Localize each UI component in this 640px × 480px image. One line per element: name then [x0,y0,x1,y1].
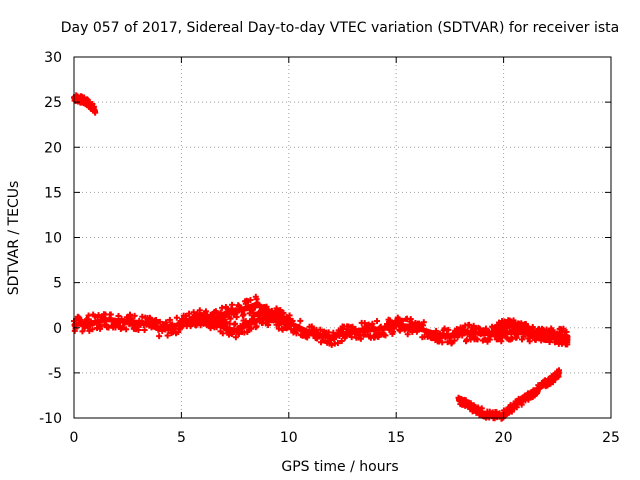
series-late-trace-b [489,317,571,347]
series-early-high-segment [71,92,99,116]
y-tick-label: 30 [44,50,62,66]
y-tick-label: 0 [53,321,62,337]
series-marks [71,92,571,422]
x-axis-label: GPS time / hours [281,459,398,475]
chart-title: Day 057 of 2017, Sidereal Day-to-day VTE… [61,20,619,36]
x-tick-label: 10 [280,430,298,446]
y-tick-label: 15 [44,185,62,201]
series-main-trace-a [71,293,571,348]
y-tick-label: -10 [39,411,62,427]
y-tick-label: -5 [48,366,62,382]
y-tick-label: 10 [44,231,62,247]
x-tick-label: 20 [495,430,513,446]
series-low-segment [455,367,562,422]
x-tick-label: 5 [177,430,186,446]
y-tick-label: 5 [53,276,62,292]
series-main-trace-b [189,309,292,341]
y-axis-label: SDTVAR / TECUs [6,181,22,296]
x-axis-ticks: 0 5 10 15 20 25 [70,57,620,446]
x-tick-label: 0 [70,430,79,446]
x-tick-label: 15 [387,430,405,446]
x-tick-label: 25 [602,430,620,446]
y-tick-label: 25 [44,95,62,111]
y-tick-label: 20 [44,140,62,156]
y-axis-ticks: -10 -5 0 5 10 15 20 25 30 [39,50,611,427]
grid [74,57,611,418]
